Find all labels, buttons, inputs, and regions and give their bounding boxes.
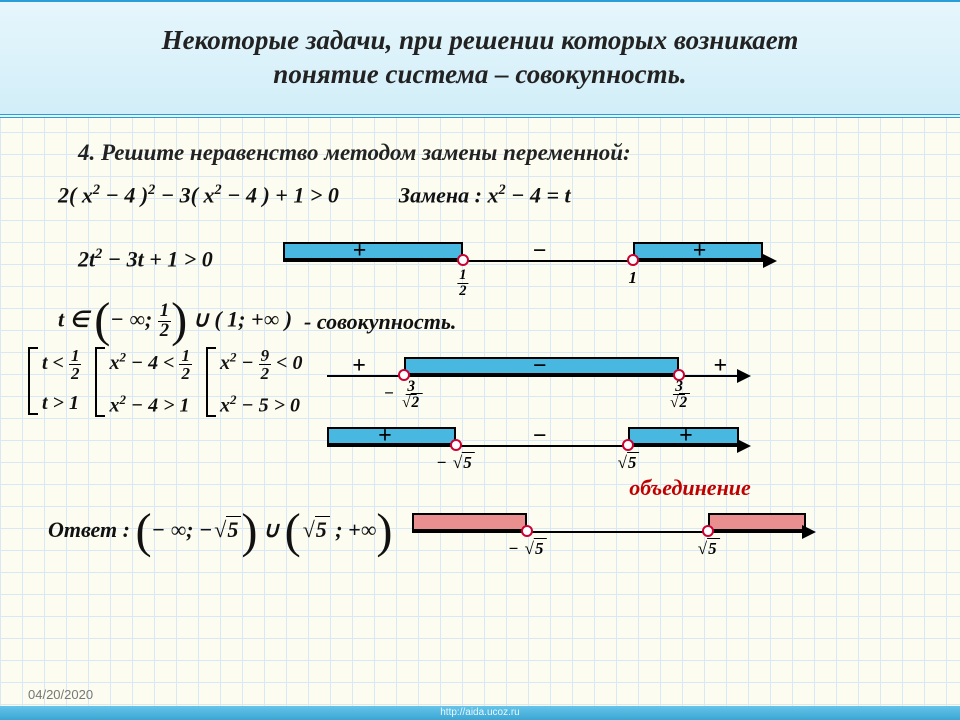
number-line-t: + − + 12 1 xyxy=(283,232,783,288)
slide-header: Некоторые задачи, при решении которых во… xyxy=(0,0,960,118)
eq-in-t: 2t2 − 3t + 1 > 0 xyxy=(78,246,213,272)
task-statement: 4. Решите неравенство методом замены пер… xyxy=(78,140,932,166)
sovokupnost-label: - совокупность. xyxy=(304,309,456,335)
t-interval: t ∈ (− ∞; 12) ∪ ( 1; +∞ ) xyxy=(58,302,292,340)
number-line-x2: + − + − 5 5 xyxy=(327,417,757,469)
footer-date: 04/20/2020 xyxy=(28,687,93,702)
bracket-col-2: x2 − 4 < 12 x2 − 4 > 1 xyxy=(95,347,192,418)
bracket-col-3: x2 − 92 < 0 x2 − 5 > 0 xyxy=(206,347,303,418)
number-line-x1: + − + − 32 32 xyxy=(327,347,757,397)
slide-body: 4. Решите неравенство методом замены пер… xyxy=(0,118,960,557)
bracket-col-1: t < 12 t > 1 xyxy=(28,347,81,415)
answer: Ответ : (− ∞; −5) ∪ (5 ; +∞) xyxy=(48,517,392,543)
substitution: Замена : x2 − 4 = t xyxy=(399,182,571,208)
eq-original: 2( x2 − 4 )2 − 3( x2 − 4 ) + 1 > 0 xyxy=(58,182,339,208)
number-line-answer: − 5 5 xyxy=(412,503,822,557)
union-label: объединение xyxy=(448,475,932,501)
footer-link: http://aida.ucoz.ru xyxy=(0,706,960,720)
slide-title: Некоторые задачи, при решении которых во… xyxy=(162,24,799,92)
